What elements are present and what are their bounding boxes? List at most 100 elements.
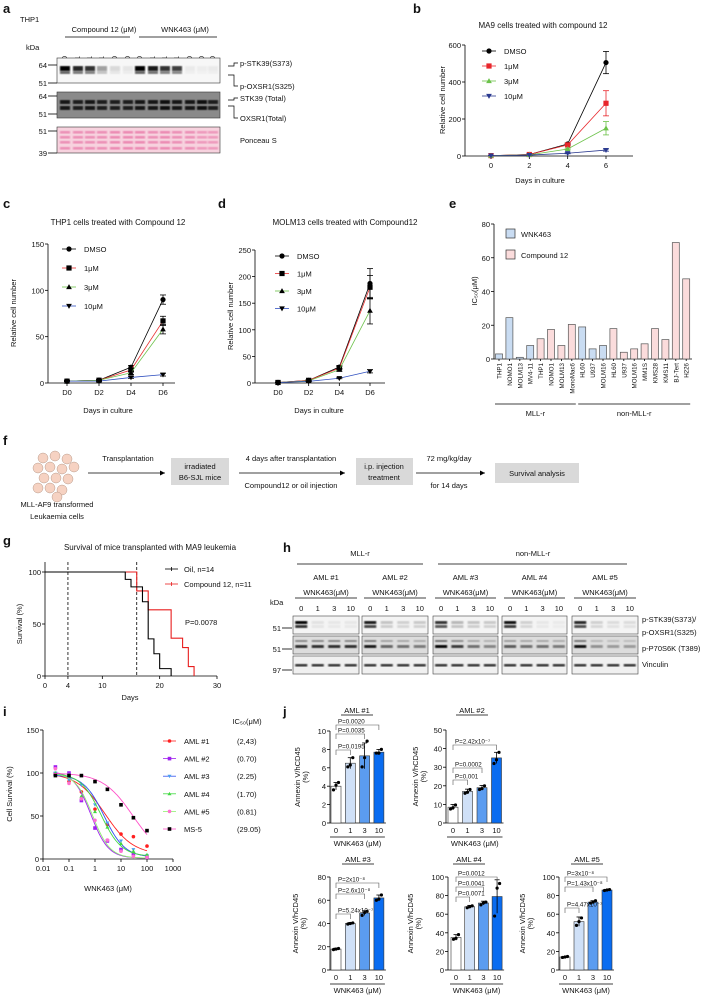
lane-dose-label: 3 xyxy=(611,604,615,613)
lane-dose-label: 10 xyxy=(486,604,494,613)
cell-icon xyxy=(44,482,56,494)
blot-band xyxy=(552,664,565,667)
data-point xyxy=(305,379,312,385)
blot-band xyxy=(623,664,636,667)
lane-dose-label: 3 xyxy=(541,604,545,613)
legend-marker xyxy=(167,791,172,796)
blot-band xyxy=(536,664,549,667)
x-tick-label: U937 xyxy=(621,362,628,377)
y-tick-label: 10 xyxy=(318,727,326,736)
ponceau-band xyxy=(135,147,145,150)
ponceau-band xyxy=(185,131,195,134)
replicate-point xyxy=(498,881,502,886)
blot-band xyxy=(483,621,496,624)
x-tick-label: 1 xyxy=(577,973,581,982)
replicate-point xyxy=(331,788,336,792)
blot-band xyxy=(607,621,620,624)
lane-dose-label: 3 xyxy=(332,604,336,613)
data-point xyxy=(160,372,166,378)
bar xyxy=(476,787,488,824)
y-tick-label: 20 xyxy=(436,947,444,956)
cell-line-label: THP1 xyxy=(20,15,39,24)
legend-label: WNK463 xyxy=(521,230,551,239)
significance-bracket xyxy=(452,779,468,785)
y-tick-label: 0 xyxy=(37,672,41,681)
legend-label: 10μM xyxy=(297,305,316,314)
blot-band xyxy=(435,640,448,642)
blot-band xyxy=(311,640,324,642)
series-line xyxy=(277,287,371,383)
blot-band xyxy=(380,664,393,667)
bar xyxy=(450,937,462,971)
x-tick-label: 10 xyxy=(492,826,500,835)
blot-band xyxy=(467,645,480,648)
blot-band-label: Ponceau S xyxy=(240,136,277,145)
replicate-point xyxy=(468,787,472,792)
blot-band xyxy=(520,664,533,667)
blot-band xyxy=(574,640,587,642)
blot-band xyxy=(590,640,603,642)
lane-dose-label: 1 xyxy=(316,604,320,613)
data-point xyxy=(564,146,571,152)
x-tick-label: MM1S xyxy=(642,363,649,381)
x-tick-label: 100 xyxy=(141,864,154,873)
x-tick-label: 1 xyxy=(468,973,472,982)
bar xyxy=(671,242,680,360)
bar xyxy=(464,906,476,971)
bar xyxy=(526,345,535,360)
blot-band xyxy=(590,621,603,624)
blot-band xyxy=(85,66,95,71)
replicate-point xyxy=(451,937,456,941)
blot-band xyxy=(380,640,393,642)
sample-label: AML #5 xyxy=(592,573,618,582)
series-MS-5 xyxy=(53,772,149,835)
x-axis-label: Days in culture xyxy=(294,406,344,415)
blot-band xyxy=(435,645,448,648)
data-point xyxy=(145,852,149,857)
bar xyxy=(567,324,576,360)
series-AML #5 xyxy=(53,766,149,860)
ponceau-band xyxy=(60,147,70,150)
blot-strip xyxy=(56,91,221,119)
blot-band xyxy=(364,625,377,628)
bar xyxy=(462,791,473,824)
ponceau-band xyxy=(172,131,182,134)
replicate-point xyxy=(360,913,364,917)
blot-band xyxy=(160,100,170,104)
x-tick-label: 30 xyxy=(213,681,221,690)
blot-strip xyxy=(571,655,639,675)
bar xyxy=(515,356,524,360)
blot-band xyxy=(185,66,195,71)
data-point xyxy=(336,366,343,372)
legend-marker xyxy=(167,774,172,779)
data-point xyxy=(131,849,136,853)
blot-band xyxy=(208,100,218,104)
p-value-label: P=2.42x10⁻⁷ xyxy=(455,739,490,746)
blot-band xyxy=(60,71,70,74)
blot-band xyxy=(483,664,496,667)
panel-label: f xyxy=(3,433,8,448)
replicate-point xyxy=(477,787,482,792)
blot-band xyxy=(172,66,182,71)
y-tick-label: 50 xyxy=(243,352,251,361)
blot-background xyxy=(56,91,221,119)
data-point xyxy=(67,773,71,778)
blot-band xyxy=(135,66,145,71)
blot-band xyxy=(467,621,480,624)
replicate-point xyxy=(482,784,487,788)
ic50-value: (2,43) xyxy=(237,737,257,746)
ponceau-band xyxy=(85,147,95,150)
y-tick-label: 150 xyxy=(31,240,44,249)
legend-marker xyxy=(66,265,72,271)
blot-strip xyxy=(56,126,221,154)
cell-icon xyxy=(50,472,62,484)
x-tick-label: 0 xyxy=(451,826,455,835)
ponceau-band xyxy=(148,131,158,134)
data-point xyxy=(367,307,373,313)
replicate-point xyxy=(493,914,497,918)
step-label: Transplantation xyxy=(102,454,153,463)
lane-dose-label: 3 xyxy=(401,604,405,613)
ponceau-band xyxy=(60,131,70,134)
ic50-value: (2.25) xyxy=(237,772,257,781)
